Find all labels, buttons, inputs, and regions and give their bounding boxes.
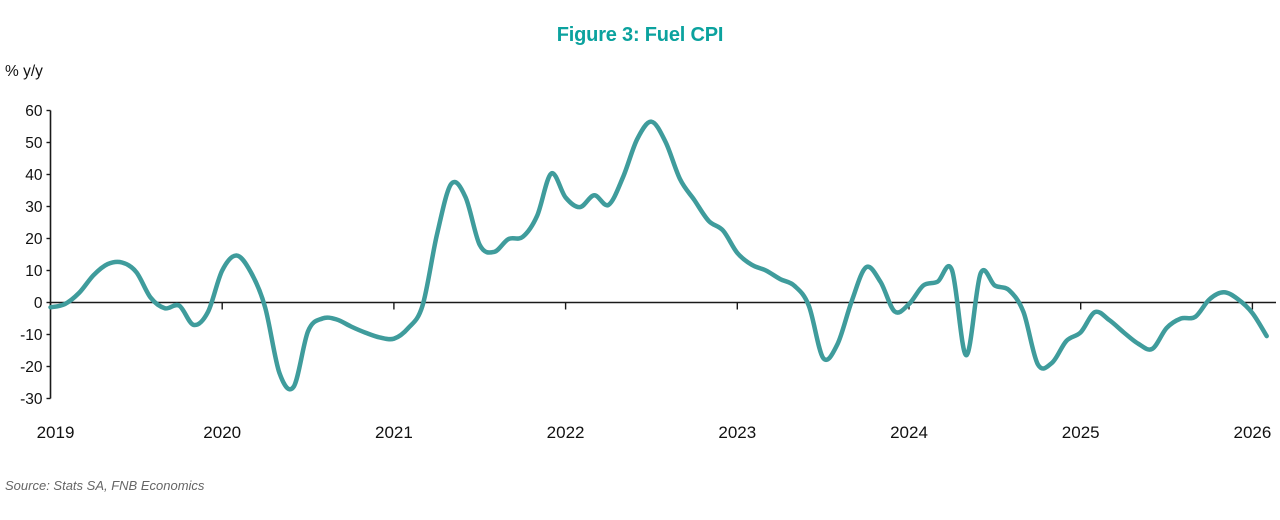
x-year-label: 2020 [203, 423, 241, 442]
x-year-label: 2026 [1233, 423, 1271, 442]
x-year-label: 2021 [375, 423, 413, 442]
fuel-cpi-line-series [48, 119, 1269, 392]
y-tick-label: 60 [25, 103, 43, 120]
y-tick-label: 20 [25, 231, 43, 248]
y-tick-label: -30 [20, 391, 43, 408]
y-tick-label: 50 [25, 135, 43, 152]
y-tick-label: 0 [34, 295, 43, 312]
x-year-label: 2023 [718, 423, 756, 442]
y-tick-label: -10 [20, 327, 43, 344]
y-tick-label: -20 [20, 359, 43, 376]
y-axis-unit-label: % y/y [5, 63, 43, 80]
source-note: Source: Stats SA, FNB Economics [5, 478, 205, 493]
x-year-label: 2019 [37, 423, 75, 442]
chart-title: Figure 3: Fuel CPI [556, 24, 724, 46]
x-year-label: 2022 [547, 423, 585, 442]
y-tick-label: 10 [25, 263, 43, 280]
x-year-label: 2024 [890, 423, 928, 442]
y-tick-label: 40 [25, 167, 43, 184]
y-tick-label: 30 [25, 199, 43, 216]
x-year-label: 2025 [1062, 423, 1100, 442]
